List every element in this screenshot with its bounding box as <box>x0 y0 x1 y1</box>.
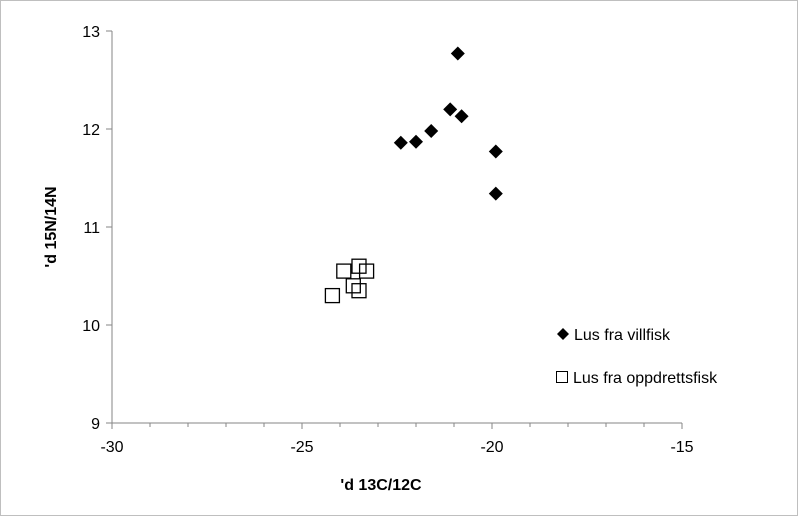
x-axis-title: 'd 13C/12C <box>340 477 422 494</box>
ticks: 9 10 11 12 13 -30 -25 -20 -15 <box>82 24 693 456</box>
data-point-villfisk <box>454 109 469 124</box>
y-axis-title: 'd 15N/14N <box>43 186 60 267</box>
data-point-oppdrettsfisk <box>324 287 341 304</box>
data-point-oppdrettsfisk <box>351 283 367 299</box>
y-tick-label: 11 <box>83 220 100 237</box>
data-point-oppdrettsfisk <box>345 278 361 294</box>
legend-label-villfisk: Lus fra villfisk <box>574 327 671 344</box>
data-point-villfisk <box>488 144 503 159</box>
data-point-villfisk <box>443 102 458 117</box>
x-tick-label: -15 <box>670 439 693 456</box>
legend-label-oppdrettsfisk: Lus fra oppdrettsfisk <box>573 370 718 387</box>
data-point-villfisk <box>488 186 503 201</box>
legend-marker-diamond <box>557 328 569 340</box>
legend-marker-square <box>556 371 568 383</box>
x-tick-label: -30 <box>100 439 123 456</box>
y-tick-label: 9 <box>91 416 100 433</box>
legend-item-villfisk: Lus fra villfisk <box>557 327 671 344</box>
legend-item-oppdrettsfisk: Lus fra oppdrettsfisk <box>556 370 718 387</box>
data-point-oppdrettsfisk <box>358 263 375 279</box>
data-point-villfisk <box>409 134 423 149</box>
data-point-villfisk <box>450 46 465 61</box>
y-tick-label: 13 <box>82 24 100 41</box>
data-point-villfisk <box>393 135 408 150</box>
y-tick-label: 12 <box>82 122 100 139</box>
data-point-villfisk <box>424 123 439 138</box>
data-point-oppdrettsfisk <box>336 263 352 279</box>
y-tick-label: 10 <box>82 318 100 335</box>
x-tick-label: -25 <box>290 439 313 456</box>
x-tick-label: -20 <box>480 439 503 456</box>
legend: Lus fra villfisk Lus fra oppdrettsfisk <box>556 327 718 387</box>
axes <box>111 31 682 424</box>
data-points <box>324 46 503 304</box>
